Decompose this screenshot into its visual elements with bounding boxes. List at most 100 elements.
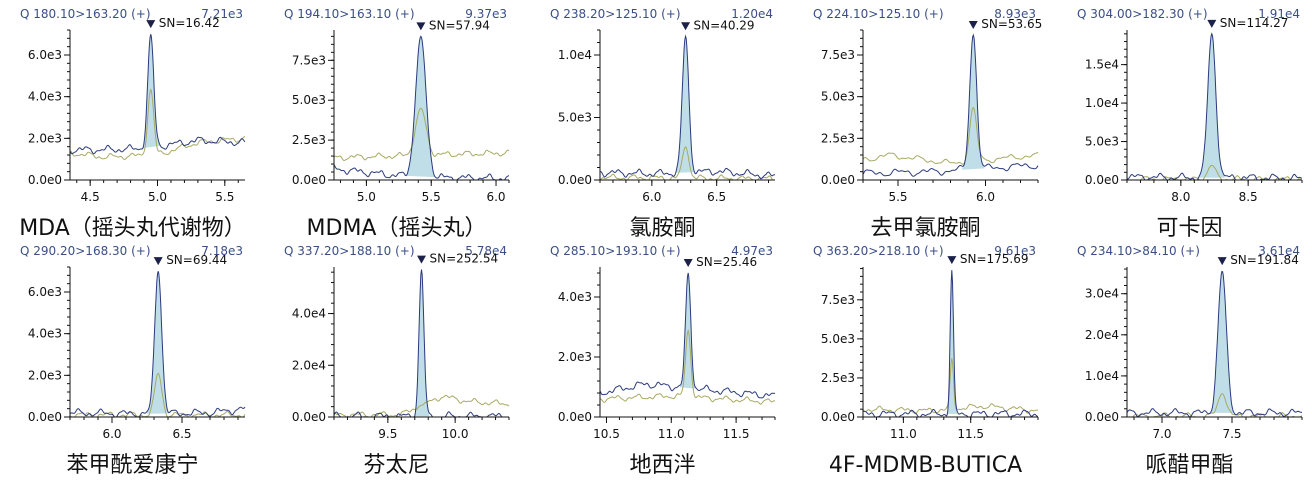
sn-label: SN=40.29 — [694, 18, 755, 32]
qualifier-ion-trace — [69, 372, 246, 418]
x-tick-label: 6.0 — [102, 427, 121, 441]
quantifier-ion-trace — [1126, 270, 1302, 418]
sn-label: SN=191.84 — [1230, 253, 1299, 267]
x-tick-label: 5.5 — [422, 190, 441, 204]
x-tick-label: 6.5 — [172, 427, 191, 441]
y-tick-label: 5.0e3 — [1085, 135, 1119, 149]
max-intensity-label: 3.61e4 — [1258, 244, 1300, 258]
x-tick-label: 6.0 — [486, 190, 505, 204]
y-tick-label: 1.0e4 — [1085, 369, 1119, 383]
y-tick-label: 0.0e0 — [292, 173, 326, 187]
x-tick-label: 11.5 — [957, 427, 984, 441]
y-tick-label: 7.5e3 — [292, 53, 326, 67]
x-tick-label: 6.5 — [707, 190, 726, 204]
peak-area — [404, 36, 438, 179]
x-tick-label: 7.0 — [1152, 427, 1171, 441]
x-tick-label: 5.0 — [357, 190, 376, 204]
y-tick-label: 4.0e4 — [292, 307, 326, 321]
compound-name: 哌醋甲酯 — [1145, 453, 1233, 478]
x-tick-label: 10.0 — [442, 427, 469, 441]
y-tick-label: 2.0e3 — [28, 131, 62, 145]
sn-label: SN=114.27 — [1220, 16, 1289, 30]
max-intensity-label: 8.93e3 — [994, 7, 1036, 21]
qualifier-ion-trace — [333, 107, 510, 162]
quantifier-ion-trace — [862, 33, 1039, 177]
qualifier-ion-trace — [333, 394, 510, 418]
y-tick-label: 7.5e3 — [821, 48, 855, 62]
max-intensity-label: 7.18e3 — [201, 244, 243, 258]
compound-name: 可卡因 — [1156, 216, 1222, 241]
peak-area — [413, 269, 430, 417]
x-tick-label: 8.0 — [1171, 190, 1190, 204]
sn-label: SN=25.46 — [696, 255, 757, 269]
peak-marker-icon — [683, 259, 693, 267]
y-tick-label: 0.0e0 — [1085, 410, 1119, 424]
transition-label: Q 337.20>188.10 (+) — [284, 244, 415, 258]
x-tick-label: 9.5 — [378, 427, 397, 441]
y-tick-label: 6.0e3 — [28, 285, 62, 299]
compound-name: 地西泮 — [629, 453, 695, 478]
y-tick-label: 5.0e3 — [292, 93, 326, 107]
x-tick-label: 11.0 — [658, 427, 685, 441]
compound-name: 芬太尼 — [363, 453, 429, 478]
y-tick-label: 0.0e0 — [558, 173, 592, 187]
y-tick-label: 0.0e0 — [28, 173, 62, 187]
max-intensity-label: 9.37e3 — [465, 7, 507, 21]
chart-panel-5: Q 304.00>182.30 (+) 1.91e4 8.0 8.5 0.0e0 5.0e… — [1077, 7, 1303, 241]
peak-marker-icon — [1207, 19, 1217, 28]
compound-name: 4F-MDMB-BUTICA — [829, 453, 1022, 478]
peak-area — [675, 36, 696, 174]
quantifier-ion-trace — [1126, 32, 1303, 181]
chart-panel-9: Q 363.20>218.10 (+) 9.61e3 11.0 11.5 0.0e0 2.… — [813, 244, 1039, 478]
y-tick-label: 4.0e3 — [558, 290, 592, 304]
x-tick-label: 7.5 — [1222, 427, 1241, 441]
x-tick-label: 10.5 — [593, 427, 620, 441]
y-tick-label: 6.0e3 — [28, 48, 62, 62]
compound-name: MDA（摇头丸代谢物） — [19, 216, 246, 241]
sn-label: SN=16.42 — [159, 16, 220, 30]
y-tick-label: 4.0e3 — [28, 327, 62, 341]
y-tick-label: 2.0e3 — [558, 350, 592, 364]
x-tick-label: 8.5 — [1239, 190, 1258, 204]
compound-name: MDMA（摇头丸） — [307, 216, 487, 241]
quantifier-ion-trace — [600, 34, 776, 180]
x-tick-label: 6.0 — [642, 190, 661, 204]
qualifier-ion-trace — [599, 146, 775, 181]
peak-marker-icon — [416, 22, 426, 31]
chart-panel-10: Q 234.10>84.10 (+) 3.61e4 7.0 7.5 0.0e0 1.0e4… — [1077, 244, 1303, 478]
y-tick-label: 4.0e3 — [28, 90, 62, 104]
sn-label: SN=175.69 — [960, 252, 1029, 266]
sn-label: SN=69.44 — [166, 253, 227, 267]
x-tick-label: 6.0 — [976, 190, 995, 204]
chart-panel-3: Q 238.20>125.10 (+) 1.20e4 6.0 6.5 0.0e0 5.0e… — [550, 7, 776, 241]
quantifier-ion-trace — [69, 271, 246, 418]
chart-panel-6: Q 290.20>168.30 (+) 7.18e3 6.0 6.5 0.0e0 2.0e… — [20, 244, 246, 478]
peak-area — [1198, 33, 1225, 178]
y-tick-label: 5.0e3 — [558, 111, 592, 125]
y-tick-label: 0.0e0 — [292, 410, 326, 424]
quantifier-ion-trace — [862, 270, 1039, 418]
max-intensity-label: 7.21e3 — [201, 7, 243, 21]
y-tick-label: 5.0e3 — [821, 332, 855, 346]
y-tick-label: 2.5e3 — [292, 133, 326, 147]
y-tick-label: 5.0e3 — [821, 90, 855, 104]
y-tick-label: 3.0e4 — [1085, 287, 1119, 301]
transition-label: Q 180.10>163.20 (+) — [20, 7, 151, 21]
x-tick-label: 11.5 — [723, 427, 750, 441]
y-tick-label: 2.0e3 — [28, 368, 62, 382]
transition-label: Q 363.20>218.10 (+) — [813, 244, 944, 258]
compound-name: 苯甲酰爱康宁 — [66, 453, 198, 478]
chart-panel-8: Q 285.10>193.10 (+) 4.97e3 10.5 11.0 11.5 0.0… — [550, 244, 776, 478]
peak-marker-icon — [417, 255, 426, 264]
peak-area — [147, 271, 170, 414]
y-tick-label: 7.5e3 — [821, 293, 855, 307]
y-tick-label: 0.0e0 — [821, 410, 855, 424]
y-tick-label: 0.0e0 — [821, 173, 855, 187]
peak-marker-icon — [947, 256, 957, 265]
quantifier-ion-trace — [599, 272, 776, 399]
quantifier-ion-trace — [69, 34, 246, 155]
y-tick-label: 2.0e4 — [1085, 328, 1119, 342]
chart-panel-7: Q 337.20>188.10 (+) 5.78e4 9.5 10.0 0.0e0 2.0… — [284, 244, 510, 478]
peak-area — [1208, 271, 1236, 415]
